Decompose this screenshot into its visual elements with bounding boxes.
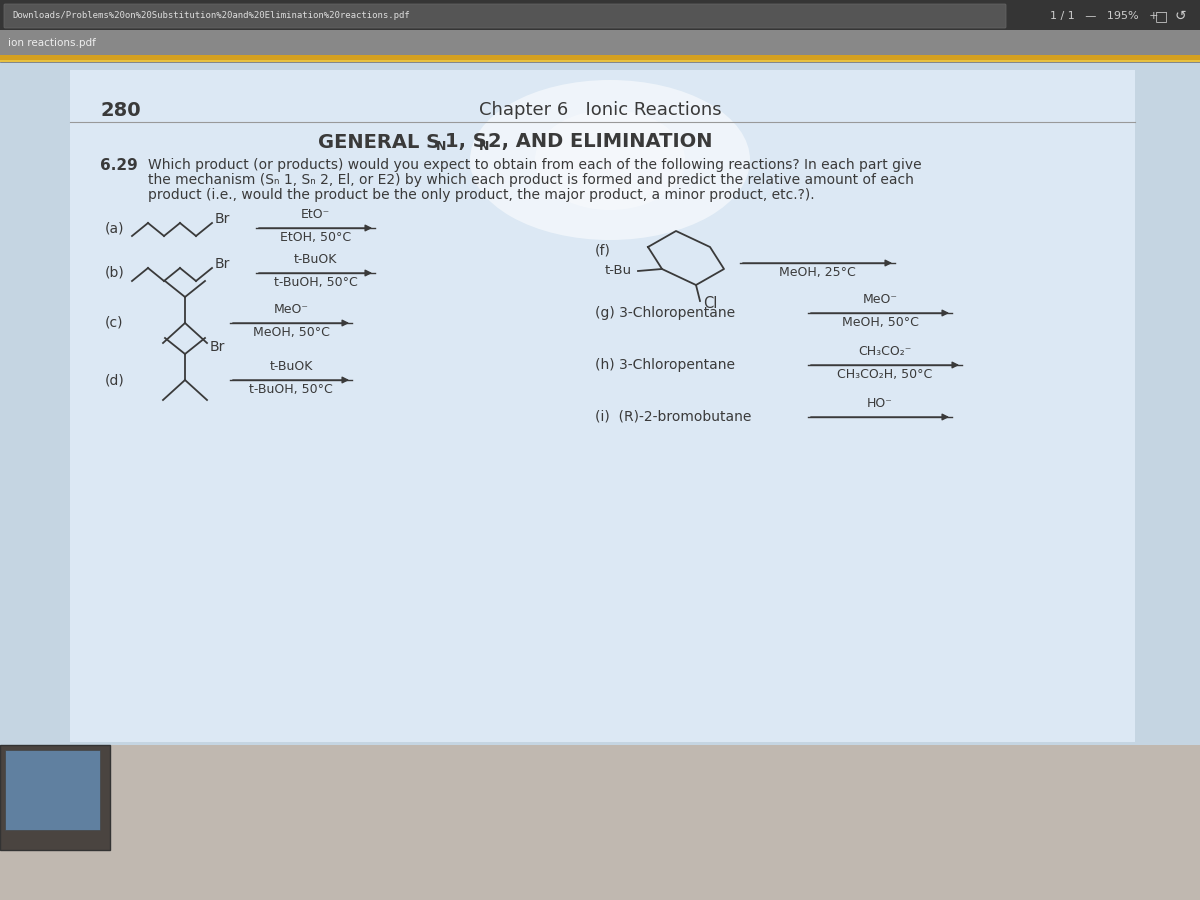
Bar (0, 30, 1200, 55)
Text: (c): (c) (106, 316, 124, 330)
Text: t-BuOK: t-BuOK (294, 253, 337, 266)
Text: the mechanism (Sₙ 1, Sₙ 2, El, or E2) by which each product is formed and predic: the mechanism (Sₙ 1, Sₙ 2, El, or E2) by… (148, 173, 914, 187)
Text: MeO⁻: MeO⁻ (863, 293, 898, 306)
Text: (f): (f) (595, 243, 611, 257)
Bar (0, 745, 1200, 900)
Text: GENERAL S: GENERAL S (318, 132, 440, 151)
Text: MeOH, 25°C: MeOH, 25°C (779, 266, 856, 279)
Text: (i)  (R)-2-bromobutane: (i) (R)-2-bromobutane (595, 410, 751, 424)
Text: Br: Br (215, 257, 230, 271)
Text: Which product (or products) would you expect to obtain from each of the followin: Which product (or products) would you ex… (148, 158, 922, 172)
Text: Cl: Cl (703, 296, 718, 311)
Text: 1, S: 1, S (445, 132, 487, 151)
Ellipse shape (470, 80, 750, 240)
Text: 280: 280 (100, 101, 140, 120)
Text: t-BuOK: t-BuOK (269, 360, 313, 373)
Bar (70, 70, 1135, 742)
Text: Br: Br (215, 212, 230, 226)
FancyBboxPatch shape (0, 745, 110, 850)
Bar (0, 60, 1200, 62)
Text: t-Bu: t-Bu (605, 265, 632, 277)
Text: (d): (d) (106, 373, 125, 387)
Text: N: N (436, 140, 446, 152)
Text: Chapter 6   Ionic Reactions: Chapter 6 Ionic Reactions (479, 101, 721, 119)
Text: CH₃CO₂⁻: CH₃CO₂⁻ (858, 345, 912, 358)
Text: 2, AND ELIMINATION: 2, AND ELIMINATION (488, 132, 713, 151)
Text: 1 / 1   —   195%   +: 1 / 1 — 195% + (1050, 11, 1158, 21)
Text: EtO⁻: EtO⁻ (301, 208, 330, 221)
Text: 6.29: 6.29 (100, 158, 138, 173)
Bar (0, 55, 1200, 745)
Text: □: □ (1154, 9, 1168, 23)
Ellipse shape (535, 110, 685, 210)
FancyBboxPatch shape (5, 750, 100, 830)
Text: (h) 3-Chloropentane: (h) 3-Chloropentane (595, 358, 734, 372)
Text: MeOH, 50°C: MeOH, 50°C (252, 326, 330, 339)
Text: product (i.e., would the product be the only product, the major product, a minor: product (i.e., would the product be the … (148, 188, 815, 202)
Bar (0, 55, 1200, 60)
Text: Downloads/Problems%20on%20Substitution%20and%20Elimination%20reactions.pdf: Downloads/Problems%20on%20Substitution%2… (12, 12, 409, 21)
Text: ion reactions.pdf: ion reactions.pdf (8, 38, 96, 48)
Text: EtOH, 50°C: EtOH, 50°C (280, 231, 352, 244)
Text: (g) 3-Chloropentane: (g) 3-Chloropentane (595, 306, 736, 320)
Text: t-BuOH, 50°C: t-BuOH, 50°C (250, 383, 332, 396)
Text: N: N (479, 140, 490, 152)
Text: MeO⁻: MeO⁻ (274, 303, 308, 316)
Text: (b): (b) (106, 266, 125, 280)
Text: MeOH, 50°C: MeOH, 50°C (841, 316, 918, 329)
Text: HO⁻: HO⁻ (868, 397, 893, 410)
Text: t-BuOH, 50°C: t-BuOH, 50°C (274, 276, 358, 289)
FancyBboxPatch shape (4, 4, 1006, 28)
Text: Br: Br (210, 340, 226, 354)
Text: ↺: ↺ (1175, 9, 1187, 23)
Bar (0, 0, 1200, 30)
Text: CH₃CO₂H, 50°C: CH₃CO₂H, 50°C (838, 368, 932, 381)
Text: (a): (a) (106, 221, 125, 235)
